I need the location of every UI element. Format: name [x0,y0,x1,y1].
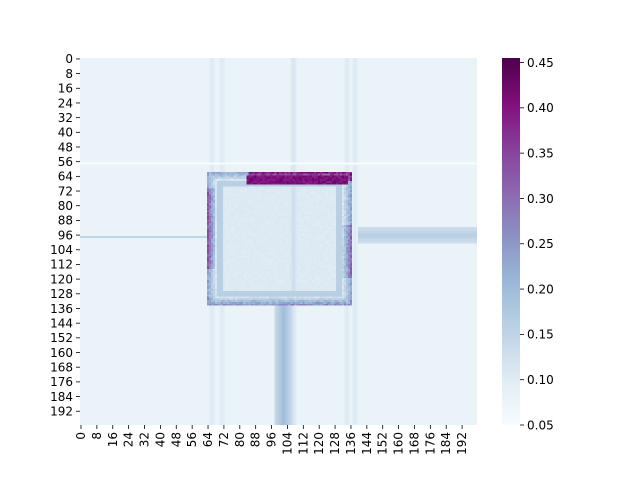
y-tick-label: 32 [58,111,73,125]
y-tick-label: 160 [50,346,73,360]
x-tick-label: 80 [233,432,247,447]
x-tick-label: 128 [328,432,342,455]
x-tick-label: 120 [312,432,326,455]
y-tick-label: 40 [58,126,73,140]
y-tick-label: 0 [65,52,73,66]
x-tick-label: 64 [201,432,215,447]
x-tick-label: 160 [392,432,406,455]
y-tick-label: 88 [58,214,73,228]
x-tick-label: 0 [74,432,88,440]
y-tick-label: 144 [50,316,73,330]
x-tick-label: 40 [153,432,167,447]
y-tick-label: 64 [58,170,73,184]
colorbar-tick-label: 0.25 [527,237,554,251]
x-tick-label: 48 [169,432,183,447]
y-tick-label: 112 [50,258,73,272]
x-tick-label: 152 [376,432,390,455]
y-tick-label: 128 [50,287,73,301]
x-axis: 0 8 16 24 32 40 48 56 64 72 80 88 96 104 112 120 128 136 1… [74,425,469,455]
y-tick-label: 48 [58,140,73,154]
x-tick-label: 24 [122,432,136,447]
colorbar-axis: 0.05 0.10 0.15 0.20 0.25 0.30 0.35 0.40 0.45 [520,56,554,432]
x-tick-label: 136 [344,432,358,455]
x-tick-label: 8 [90,432,104,440]
colorbar [502,58,520,425]
y-tick-label: 184 [50,390,73,404]
heatmap-grid [80,58,477,425]
colorbar-tick-label: 0.20 [527,282,554,296]
y-tick-label: 152 [50,331,73,345]
y-tick-label: 72 [58,184,73,198]
y-axis: 0816243240485664728088961041121201281361… [50,52,80,419]
y-tick-label: 16 [58,82,73,96]
y-tick-label: 104 [50,243,73,257]
colorbar-tick-label: 0.10 [527,373,554,387]
x-tick-label: 104 [280,432,294,455]
x-tick-label: 184 [439,432,453,455]
y-tick-label: 56 [58,155,73,169]
x-tick-label: 96 [265,432,279,447]
y-tick-label: 8 [65,67,73,81]
colorbar-tick-label: 0.15 [527,328,554,342]
colorbar-tick-label: 0.45 [527,56,554,70]
y-tick-label: 24 [58,96,73,110]
colorbar-tick-label: 0.05 [527,418,554,432]
y-tick-label: 168 [50,360,73,374]
x-tick-label: 168 [407,432,421,455]
x-tick-label: 144 [360,432,374,455]
x-tick-label: 32 [138,432,152,447]
colorbar-tick-label: 0.30 [527,192,554,206]
y-tick-label: 176 [50,375,73,389]
x-tick-label: 56 [185,432,199,447]
x-tick-label: 72 [217,432,231,447]
colorbar-tick-label: 0.40 [527,101,554,115]
x-tick-label: 112 [296,432,310,455]
y-tick-label: 136 [50,302,73,316]
y-tick-label: 120 [50,272,73,286]
x-tick-label: 192 [455,432,469,455]
x-tick-label: 88 [249,432,263,447]
x-tick-label: 16 [106,432,120,447]
x-tick-label: 176 [423,432,437,455]
y-tick-label: 80 [58,199,73,213]
colorbar-tick-label: 0.35 [527,146,554,160]
y-tick-label: 96 [58,228,73,242]
y-tick-label: 192 [50,405,73,419]
